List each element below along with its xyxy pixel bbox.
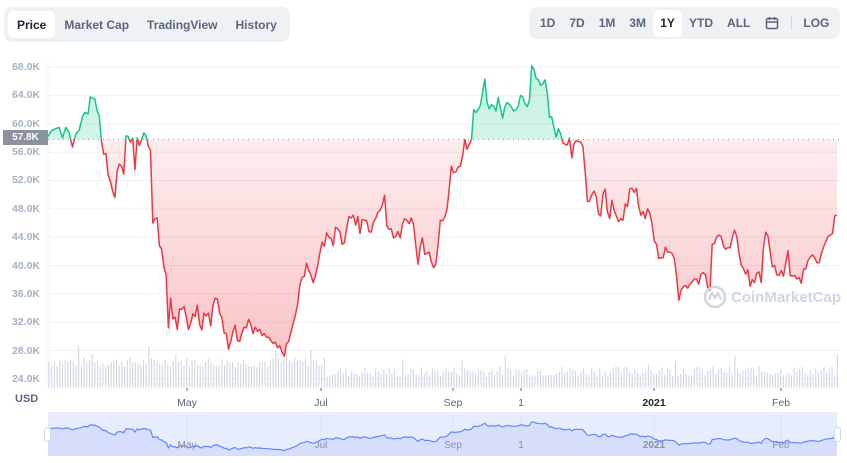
x-tick-label: May [177,397,197,409]
time-range-tabs: 1D 7D 1M 3M 1Y YTD ALL LOG [529,7,841,39]
y-tick-label: 24.0K [11,373,40,385]
y-tick-label: 40.0K [11,259,40,272]
y-tick-label: 36.0K [11,287,40,300]
y-tick-label: 28.0K [11,344,40,357]
navigator-tick-label: Sep [444,440,462,451]
navigator-tick-label: 1 [518,440,524,451]
x-tick-label: 1 [518,397,524,409]
range-1m[interactable]: 1M [598,16,616,30]
range-3m[interactable]: 3M [629,16,647,30]
tab-price[interactable]: Price [8,11,56,38]
price-line-down [69,139,838,358]
y-tick-label: 60.0K [11,117,40,130]
reference-price-tag: 57.8K [3,130,48,145]
y-tick-label: 64.0K [11,89,40,102]
navigator-tick-label: 2021 [642,440,666,451]
tab-history[interactable]: History [235,17,277,32]
navigator-left-handle[interactable] [44,427,51,442]
y-tick-label: 52.0K [11,174,40,187]
x-tick-label: 2021 [642,397,666,409]
calendar-icon [766,17,779,30]
navigator-right-handle[interactable] [834,427,841,442]
y-tick-label: 48.0K [11,202,40,215]
y-tick-label: 32.0K [11,316,40,329]
currency-label: USD [15,393,39,405]
y-tick-label: 68.0K [11,61,40,73]
range-1d[interactable]: 1D [540,16,556,30]
calendar-button[interactable] [757,10,787,37]
navigator-tick-label: May [177,440,197,451]
coinmarketcap-logo-icon [703,285,727,309]
y-tick-label: 44.0K [11,231,40,244]
navigator-tick-label: Jul [314,440,328,451]
divider [791,16,793,30]
watermark-text: CoinMarketCap [731,288,842,306]
range-1y[interactable]: 1Y [653,9,683,37]
x-tick-label: Feb [771,397,791,409]
tab-market-cap[interactable]: Market Cap [64,17,130,32]
y-tick-label: 56.0K [11,146,40,159]
tab-tradingview[interactable]: TradingView [147,17,218,32]
chart-type-tabs: Price Market Cap TradingView History [4,7,290,42]
range-ytd[interactable]: YTD [689,16,714,30]
log-scale-toggle[interactable]: LOG [803,16,830,30]
coinmarketcap-watermark: CoinMarketCap [703,285,841,309]
range-7d[interactable]: 7D [569,16,585,30]
navigator-tick-label: Feb [772,440,790,451]
range-all[interactable]: ALL [727,16,751,30]
price-area-below [70,139,837,357]
x-tick-label: Jul [314,397,328,409]
x-tick-label: Sep [443,397,463,409]
navigator-line [47,421,838,452]
